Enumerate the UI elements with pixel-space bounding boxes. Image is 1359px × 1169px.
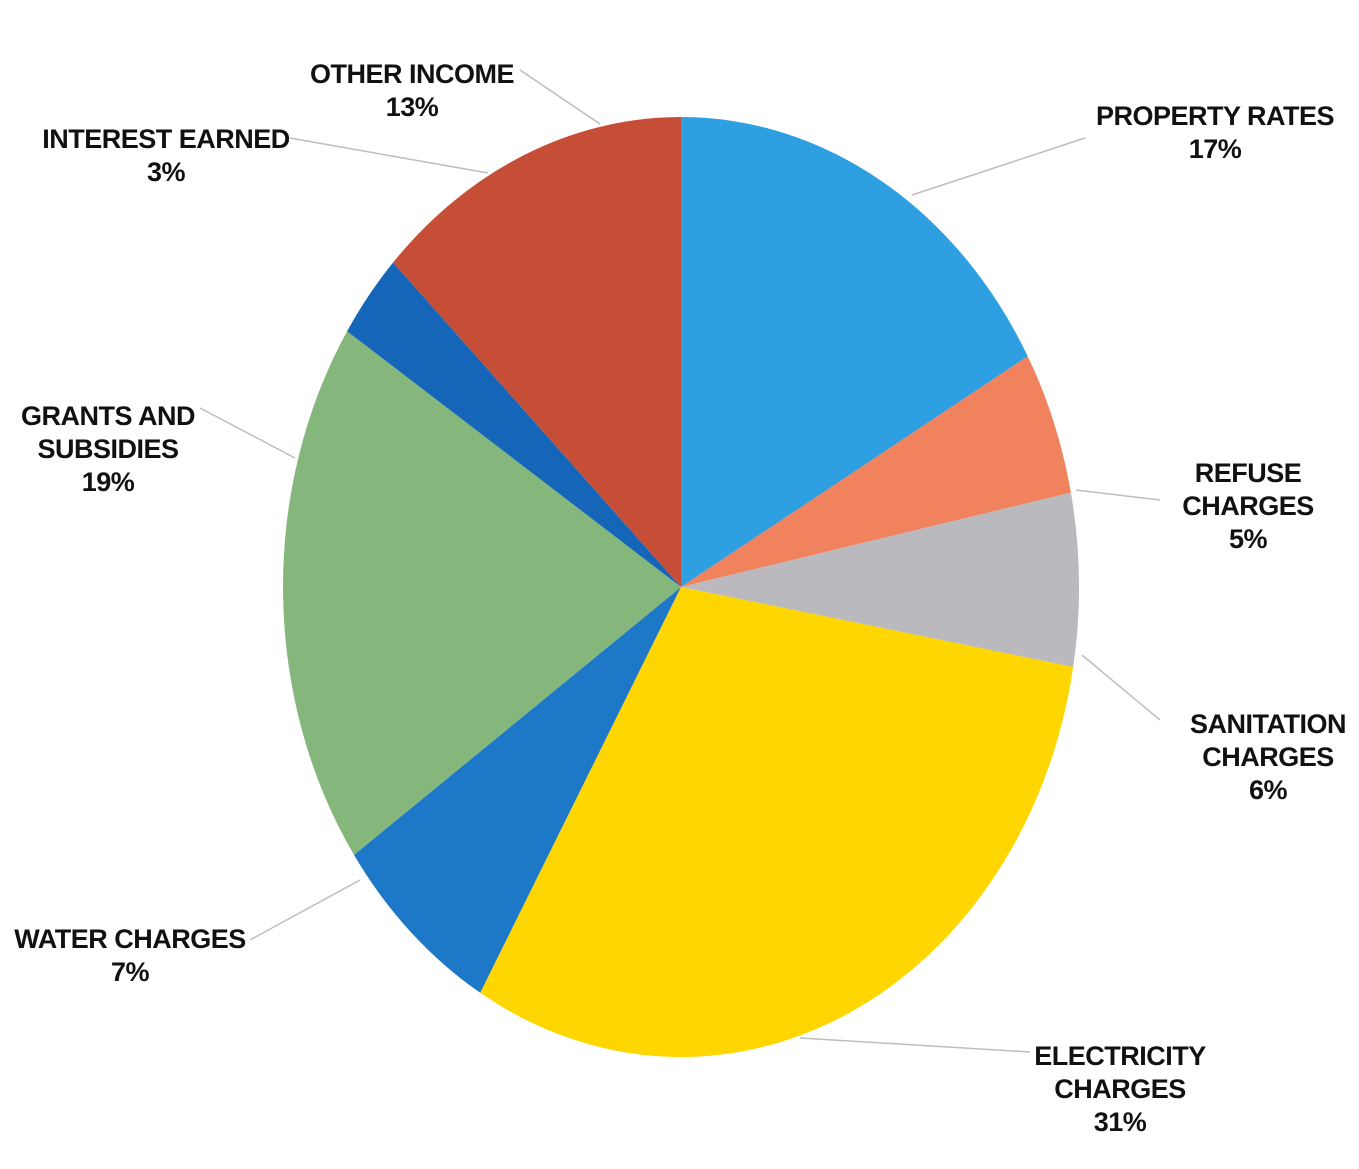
pie-slice-interest-earned: [347, 262, 681, 587]
data-label: PROPERTY RATES 17%: [1096, 101, 1334, 164]
leader-line: [519, 69, 601, 125]
data-label: GRANTS AND SUBSIDIES 19%: [21, 401, 195, 497]
data-label-percent: 17%: [1189, 134, 1242, 164]
data-label-category: CHARGES: [1054, 1074, 1186, 1104]
data-label: SANITATION CHARGES 6%: [1190, 709, 1346, 805]
pie-slice-sanitation-charges: [681, 492, 1079, 668]
leader-line: [911, 137, 1086, 196]
data-label-category: SUBSIDIES: [37, 434, 178, 464]
leader-line: [1075, 489, 1161, 501]
leader-line: [199, 407, 296, 459]
data-label: ELECTRICITY CHARGES 31%: [1034, 1041, 1206, 1137]
data-label-percent: 6%: [1249, 775, 1288, 805]
leader-lines: [199, 69, 1161, 1053]
data-label-category: WATER CHARGES: [14, 924, 246, 954]
leader-line: [1081, 654, 1161, 721]
data-label: OTHER INCOME 13%: [310, 59, 514, 122]
data-label-percent: 3%: [147, 157, 186, 187]
data-label-category: CHARGES: [1202, 742, 1334, 772]
data-labels: PROPERTY RATES 17%REFUSE CHARGES 5%SANITATI…: [14, 59, 1346, 1137]
data-label-category: REFUSE: [1195, 458, 1302, 488]
leader-line: [249, 879, 361, 941]
data-label-category: INTEREST EARNED: [42, 124, 290, 154]
data-label: REFUSE CHARGES 5%: [1182, 458, 1314, 554]
pie-slice-refuse-charges: [681, 356, 1071, 587]
pie-slice-water-charges: [353, 587, 681, 993]
leader-line: [799, 1037, 1031, 1053]
data-label-category: PROPERTY RATES: [1096, 101, 1334, 131]
data-label-category: SANITATION: [1190, 709, 1346, 739]
pie-slice-property-rates: [681, 117, 1028, 587]
data-label-percent: 31%: [1094, 1107, 1147, 1137]
pie-slices: [282, 117, 1079, 1057]
pie-slice-grants-and-subsidies: [282, 331, 681, 855]
data-label-category: ELECTRICITY: [1034, 1041, 1206, 1071]
data-label-percent: 7%: [111, 957, 150, 987]
data-label: INTEREST EARNED 3%: [42, 124, 290, 187]
data-label-percent: 13%: [386, 92, 439, 122]
pie-slice-other-income: [393, 117, 681, 587]
data-label-category: CHARGES: [1182, 491, 1314, 521]
data-label: WATER CHARGES 7%: [14, 924, 246, 987]
data-label-category: GRANTS AND: [21, 401, 195, 431]
data-label-category: OTHER INCOME: [310, 59, 514, 89]
pie-slice-electricity-charges: [480, 587, 1074, 1057]
data-label-percent: 19%: [82, 467, 135, 497]
data-label-percent: 5%: [1229, 524, 1268, 554]
leader-line: [289, 137, 489, 174]
